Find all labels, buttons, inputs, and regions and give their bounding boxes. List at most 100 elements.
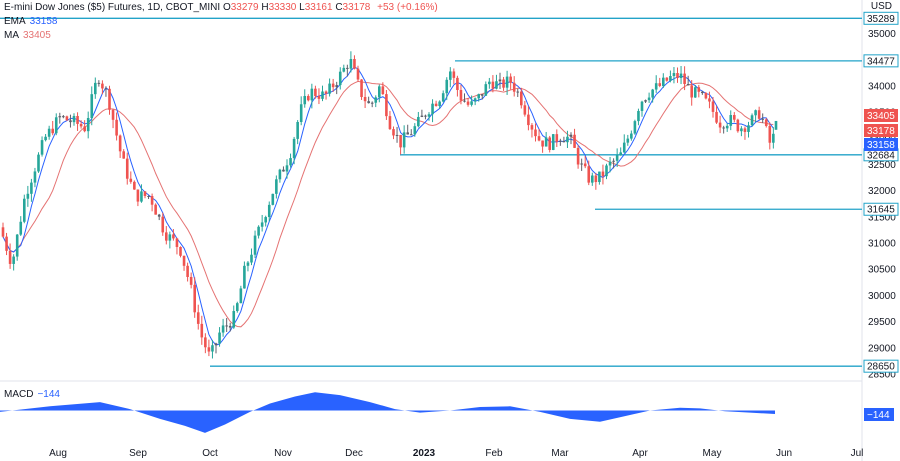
candle-body — [548, 137, 551, 150]
candle-body — [108, 88, 111, 110]
ma-legend[interactable]: MA 33405 — [4, 30, 51, 41]
level-tag-31645[interactable]: 31645 — [867, 205, 895, 216]
macd-value-box — [864, 408, 894, 421]
last-value-box — [864, 138, 898, 151]
candle-body — [427, 114, 431, 117]
chart-grid — [0, 0, 863, 461]
candle-body — [598, 171, 601, 183]
price-axis[interactable]: 3500034500340003350033000325003200031500… — [863, 11, 899, 421]
last-value-box — [864, 109, 898, 122]
candle-body — [622, 142, 626, 153]
time-tick-Feb: Feb — [485, 448, 503, 459]
candle-body — [154, 204, 157, 215]
horizontal-levels[interactable] — [0, 17, 862, 367]
candle-body — [406, 132, 409, 135]
candle-body — [669, 76, 672, 81]
level-tag-28650[interactable]: 28650 — [867, 362, 895, 373]
candle-body — [104, 88, 108, 90]
candle-body — [686, 84, 690, 86]
candle-body — [214, 343, 218, 346]
time-axis[interactable]: Aug Sep Oct Nov Dec 2023 Feb Mar Apr May Jun Jul — [49, 448, 863, 459]
candle-body — [310, 88, 314, 101]
candle-body — [459, 89, 463, 101]
candle-body — [189, 276, 193, 285]
macd-panel — [0, 392, 775, 433]
candle-body — [456, 77, 459, 90]
candle-body — [701, 91, 704, 94]
candle-body — [236, 303, 239, 312]
symbol-title[interactable]: E-mini Dow Jones ($5) Futures, 1D, CBOT_… — [4, 2, 221, 13]
time-tick-Jun: Jun — [776, 448, 792, 459]
candle-body — [168, 234, 172, 241]
candle-body — [612, 160, 615, 162]
candle-body — [321, 91, 324, 99]
candle-body — [417, 116, 420, 127]
candle-body — [690, 85, 693, 98]
ema-legend[interactable]: EMA 33158 — [4, 16, 57, 27]
candle-body — [239, 288, 243, 304]
candle-body — [111, 109, 115, 120]
time-tick-2023: 2023 — [413, 448, 436, 459]
close-value: 33178 — [342, 2, 371, 13]
candle-body — [378, 86, 381, 98]
candle-body — [23, 198, 26, 222]
candle-body — [509, 76, 512, 83]
candle-body — [97, 82, 101, 84]
candle-body — [619, 152, 622, 156]
candle-body — [441, 93, 445, 102]
candle-body — [324, 91, 328, 94]
candle-body — [285, 165, 289, 172]
candle-body — [626, 138, 630, 143]
level-tag-box — [863, 359, 899, 373]
candle-body — [534, 129, 537, 137]
candle-body — [480, 94, 484, 96]
candle-body — [62, 116, 65, 118]
candle-body — [296, 122, 299, 139]
candle-body — [754, 110, 757, 116]
price-tick-31000: 31000 — [868, 239, 896, 250]
candle-body — [37, 154, 40, 172]
candle-body — [488, 81, 491, 85]
candle-body — [527, 114, 530, 126]
candle-body — [630, 133, 633, 139]
change-value: +53 (+0.16%) — [377, 2, 438, 13]
candle-body — [115, 119, 118, 136]
candle-body — [328, 83, 331, 94]
last-candle — [774, 120, 778, 130]
candle-body — [204, 337, 207, 348]
price-tick-29000: 29000 — [868, 343, 896, 354]
candle-body — [282, 169, 285, 172]
candle-body — [438, 101, 441, 107]
candle-body — [257, 226, 260, 236]
candle-body — [353, 59, 356, 69]
macd-legend[interactable]: MACD −144 — [4, 389, 60, 400]
macd-value: −144 — [37, 389, 60, 400]
candle-body — [129, 178, 133, 182]
candle-body — [356, 68, 360, 80]
candle-body — [711, 101, 715, 112]
candle-body — [289, 158, 292, 166]
candle-body — [640, 101, 644, 111]
candle-body — [725, 125, 729, 129]
candle-body — [750, 115, 754, 126]
time-tick-Sep: Sep — [129, 448, 147, 459]
close-label: C — [335, 2, 343, 13]
candle-body — [338, 71, 342, 86]
candle-body — [463, 100, 466, 102]
level-tag-34477[interactable]: 34477 — [867, 56, 895, 67]
candle-body — [747, 125, 750, 132]
candle-body — [733, 115, 736, 120]
candle-body — [299, 104, 303, 123]
level-tag-35289[interactable]: 35289 — [867, 14, 895, 25]
high-label: H — [261, 2, 269, 13]
symbol-legend: E-mini Dow Jones ($5) Futures, 1D, CBOT_… — [4, 2, 438, 13]
level-tag-32684[interactable]: 32684 — [867, 150, 895, 161]
time-tick-Apr: Apr — [632, 448, 648, 459]
high-value: 33330 — [268, 2, 297, 13]
candle-body — [729, 115, 733, 126]
ema-label: EMA — [4, 16, 26, 27]
candle-body — [449, 71, 452, 80]
price-tick-29500: 29500 — [868, 317, 896, 328]
candle-body — [502, 79, 505, 88]
